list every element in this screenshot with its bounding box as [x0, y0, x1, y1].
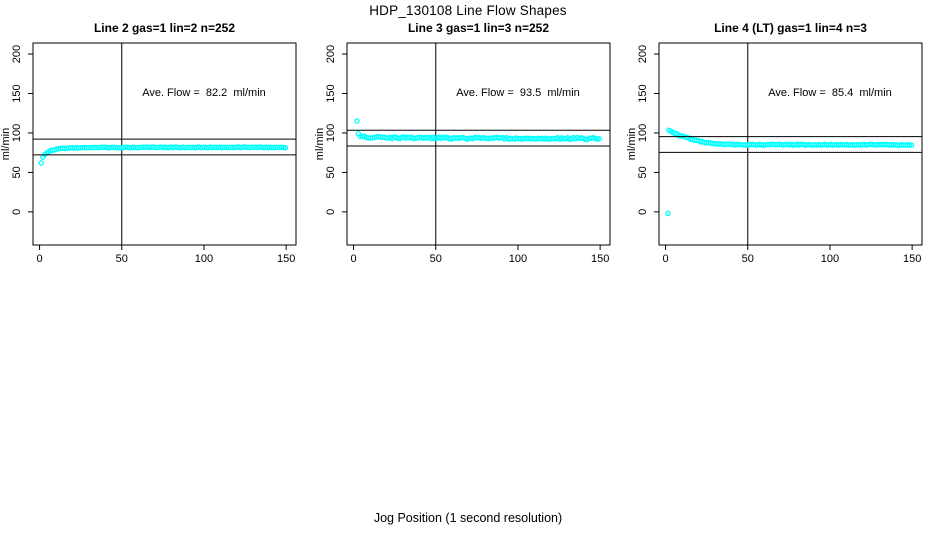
x-tick-label: 50: [116, 253, 128, 265]
y-tick-label: 100: [11, 124, 23, 142]
panel-line3-title: Line 3 gas=1 lin=3 n=252: [407, 21, 550, 35]
panel-line4-plot-area: 0 50 100 150 0 50 100 150 200 ml/min: [626, 42, 923, 265]
y-axis-label: ml/min: [0, 128, 12, 160]
panel-line4-title: Line 4 (LT) gas=1 lin=4 n=3: [714, 21, 867, 35]
outlier-point: [38, 160, 44, 166]
x-tick-label: 100: [195, 253, 213, 265]
y-tick-label: 0: [11, 209, 23, 215]
y-axis-label: ml/min: [314, 128, 326, 160]
y-axis-label: ml/min: [626, 128, 638, 160]
x-tick-label: 150: [591, 253, 609, 265]
scatter-points: [354, 118, 602, 143]
x-tick-label: 100: [509, 253, 527, 265]
y-tick-label: 0: [325, 209, 337, 215]
figure-title: HDP_130108 Line Flow Shapes: [369, 3, 567, 18]
panel-line3-plot-area: 0 50 100 150 0 50 100 150 200 ml/min: [314, 42, 611, 265]
y-tick-label: 0: [637, 209, 649, 215]
plot-box: [346, 42, 611, 246]
panel-line2-title: Line 2 gas=1 lin=2 n=252: [93, 21, 236, 35]
y-tick-label: 100: [325, 124, 337, 142]
panel-line4: Line 4 (LT) gas=1 lin=4 n=3 0 50 100 150 0 50…: [626, 0, 926, 280]
data-point: [908, 142, 915, 149]
y-tick-label: 150: [11, 84, 23, 102]
x-tick-label: 0: [663, 253, 669, 265]
plot-box: [32, 42, 297, 246]
y-tick-label: 200: [325, 45, 337, 63]
scatter-points: [38, 144, 289, 166]
y-tick-label: 150: [325, 84, 337, 102]
x-tick-label: 150: [903, 253, 921, 265]
y-tick-label: 100: [637, 124, 649, 142]
panel-line2: Line 2 gas=1 lin=2 n=252 0 50 100 150 0 50 100…: [0, 0, 300, 280]
panel-line2-plot-area: 0 50 100 150 0 50 100 150 200 ml/min: [0, 42, 297, 265]
y-tick-label: 150: [637, 84, 649, 102]
x-tick-label: 150: [277, 253, 295, 265]
panel-line4-ave-flow-annotation: Ave. Flow = 85.4 ml/min: [768, 87, 892, 99]
y-tick-label: 50: [637, 166, 649, 178]
outlier-point: [665, 210, 671, 217]
x-tick-label: 0: [37, 253, 43, 265]
y-tick-label: 50: [325, 166, 337, 178]
x-axis-label: Jog Position (1 second resolution): [373, 511, 563, 525]
y-tick-label: 50: [11, 166, 23, 178]
panel-line3: Line 3 gas=1 lin=3 n=252 0 50 100 150 0 50 100…: [314, 0, 614, 280]
y-tick-label: 200: [637, 45, 649, 63]
scatter-points: [665, 127, 915, 217]
plot-box: [658, 42, 923, 246]
panel-line3-ave-flow-annotation: Ave. Flow = 93.5 ml/min: [456, 87, 580, 99]
x-tick-label: 100: [821, 253, 839, 265]
data-point: [282, 144, 289, 151]
outlier-point: [354, 118, 360, 124]
x-tick-label: 0: [351, 253, 357, 265]
x-tick-label: 50: [742, 253, 754, 265]
data-point: [596, 135, 602, 142]
x-tick-label: 50: [430, 253, 442, 265]
panel-line2-ave-flow-annotation: Ave. Flow = 82.2 ml/min: [142, 87, 266, 99]
data-point: [280, 144, 287, 151]
y-tick-label: 200: [11, 45, 23, 63]
